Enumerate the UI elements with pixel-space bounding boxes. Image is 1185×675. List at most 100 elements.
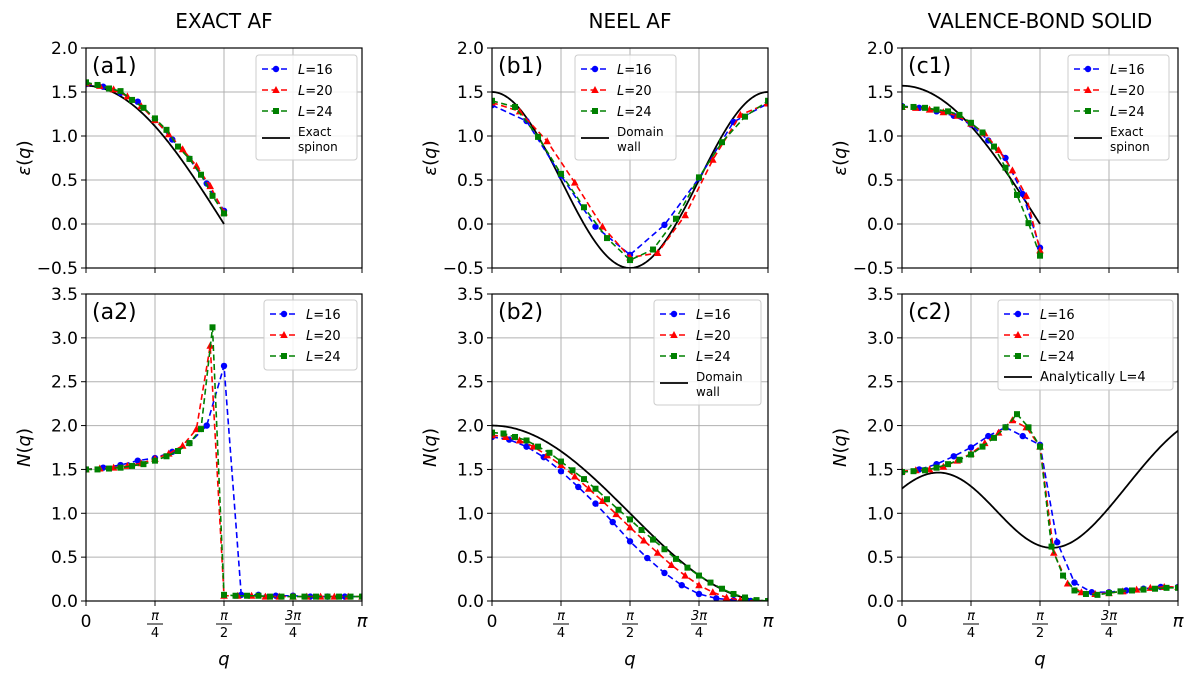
- y-tick-label: −0.5: [37, 259, 78, 279]
- panel-b1: −0.5 0.0 0.5 1.0 1.5 2.0 ε(q) (b1) L=16 L=20 L=24 D…: [420, 39, 769, 279]
- data-point: [557, 467, 565, 475]
- x-axis-label: q: [1034, 649, 1045, 670]
- data-point: [232, 592, 239, 599]
- data-point: [359, 593, 362, 600]
- data-point: [94, 466, 101, 473]
- data-point: [945, 461, 952, 468]
- data-point: [667, 561, 676, 569]
- data-point: [672, 555, 679, 562]
- data-point: [575, 483, 582, 491]
- x-tick-label-denominator: 4: [695, 626, 703, 641]
- axes-frame: [901, 47, 1179, 269]
- y-tick-label: 0.5: [51, 171, 78, 191]
- data-point: [1117, 588, 1124, 595]
- legend-label: L=16: [1110, 63, 1145, 78]
- y-tick-label: 1.5: [867, 83, 894, 103]
- x-tick-label-numerator: π: [626, 609, 634, 624]
- x-axis-label: q: [218, 649, 229, 670]
- x-tick-label-numerator: π: [557, 609, 565, 624]
- legend-box: [263, 299, 358, 371]
- data-point: [640, 536, 648, 544]
- legend-label: L=24: [617, 105, 652, 120]
- data-point: [140, 461, 147, 468]
- data-point: [1071, 579, 1078, 586]
- data-point: [174, 448, 181, 455]
- data-point: [151, 115, 158, 122]
- y-tick-label: 0.0: [457, 215, 484, 235]
- data-point: [347, 593, 354, 600]
- y-axis-label: N(q): [14, 428, 35, 467]
- legend: L=16 L=20 L=24: [263, 299, 358, 371]
- x-tick-label-numerator: π: [1036, 609, 1044, 624]
- data-point: [1129, 587, 1136, 594]
- legend-marker: [1014, 310, 1022, 318]
- data-point: [117, 464, 124, 471]
- x-tick-label-denominator: 4: [967, 626, 975, 641]
- data-point: [967, 119, 974, 126]
- y-tick-label: 0.5: [867, 171, 894, 191]
- x-tick-label-denominator: 2: [1036, 626, 1044, 641]
- column-title-exact-af: EXACT AF: [175, 9, 272, 33]
- series-l-24: [492, 429, 768, 601]
- y-tick-label: 2.0: [867, 39, 894, 59]
- data-point: [106, 465, 113, 472]
- data-point: [515, 107, 524, 115]
- data-point: [535, 443, 542, 450]
- data-point: [163, 126, 170, 133]
- x-axis-label: q: [624, 649, 635, 670]
- data-point: [933, 464, 940, 471]
- x-tick-label-numerator: π: [967, 609, 975, 624]
- axes-frame: [491, 47, 769, 269]
- legend-marker: [591, 86, 599, 93]
- x-tick-label: 0: [487, 612, 498, 632]
- x-tick-label: π2: [1032, 609, 1048, 641]
- y-axis-label: ε(q): [830, 140, 851, 175]
- x-tick-label-denominator: 4: [1105, 626, 1113, 641]
- panel-c1: −0.5 0.0 0.5 1.0 1.5 2.0 ε(q) (c1) L=16 L=20 L=24 E…: [830, 39, 1179, 279]
- data-point: [678, 582, 685, 589]
- legend-label: L=20: [696, 329, 731, 344]
- data-point: [1002, 424, 1009, 431]
- x-tick-label-numerator: 3π: [285, 609, 301, 624]
- data-point: [301, 593, 308, 600]
- legend-marker: [272, 86, 280, 93]
- data-point: [713, 595, 720, 601]
- x-tick-label: π: [763, 611, 775, 632]
- x-tick-label: π4: [147, 609, 163, 641]
- data-point: [719, 139, 726, 146]
- data-point: [1025, 424, 1032, 431]
- y-tick-label: 1.5: [867, 460, 894, 480]
- y-tick-label: 3.0: [457, 329, 484, 349]
- data-point: [653, 249, 662, 257]
- series-l-24: [902, 411, 1178, 598]
- y-axis-label: ε(q): [14, 140, 35, 175]
- data-point: [1022, 191, 1031, 199]
- y-tick-label: 3.0: [51, 329, 78, 349]
- data-point: [650, 536, 657, 543]
- data-point: [501, 432, 510, 440]
- data-point: [117, 88, 124, 95]
- y-axis-label: N(q): [830, 428, 851, 467]
- x-tick-label-denominator: 4: [151, 626, 159, 641]
- data-point: [985, 432, 992, 440]
- data-point: [1094, 591, 1101, 598]
- legend-marker: [272, 65, 280, 73]
- data-point: [198, 426, 205, 433]
- legend-marker: [671, 353, 677, 359]
- data-point: [1008, 166, 1017, 174]
- y-tick-label: 2.0: [51, 417, 78, 437]
- data-point: [753, 597, 760, 601]
- legend-label: L=24: [1040, 350, 1075, 365]
- axes-frame: [901, 293, 1179, 602]
- data-point: [203, 422, 210, 429]
- data-point: [765, 97, 768, 104]
- legend-label: L=24: [306, 350, 341, 365]
- axes-frame: [491, 293, 769, 602]
- axes-frame: [85, 47, 363, 269]
- data-point: [615, 506, 622, 513]
- data-point: [1152, 585, 1159, 592]
- y-tick-label: 0.5: [51, 548, 78, 568]
- data-point: [592, 500, 599, 507]
- y-tick-label: 1.0: [457, 504, 484, 524]
- data-point: [695, 572, 702, 579]
